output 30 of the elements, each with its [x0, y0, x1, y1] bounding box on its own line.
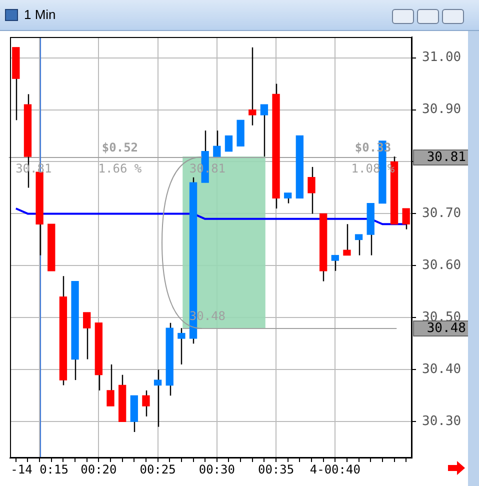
- candlestick: [142, 390, 150, 418]
- candlestick: [154, 369, 162, 428]
- candlestick: [284, 192, 292, 204]
- candlestick: [331, 254, 339, 272]
- chart-title: 1 Min: [24, 7, 56, 22]
- x-tick-label: 00:30: [198, 462, 235, 476]
- x-tick-label: 4-00:40: [310, 462, 360, 476]
- candlestick: [224, 135, 233, 152]
- x-tick-label: 00:25: [140, 462, 176, 476]
- ref-line-label: 30.81: [426, 150, 466, 165]
- candlestick: [248, 46, 256, 126]
- candlestick: [308, 166, 316, 214]
- y-tick-label: 30.70: [422, 206, 462, 222]
- candlestick: [343, 224, 351, 256]
- annotation: 1.66 %: [98, 162, 142, 176]
- candlestick: [354, 234, 363, 256]
- candlestick: [178, 327, 186, 366]
- candlestick: [213, 130, 221, 158]
- y-tick-label: 30.30: [422, 414, 462, 429]
- candlestick: [260, 104, 268, 158]
- y-tick-label: 30.90: [422, 102, 462, 118]
- x-tick-label: -14 0:15: [10, 462, 68, 476]
- candlestick: [106, 364, 114, 407]
- y-tick-label: 31.00: [422, 50, 462, 66]
- x-tick-label: 00:35: [258, 462, 294, 476]
- y-tick-label: 30.40: [422, 362, 462, 378]
- y-tick-label: 30.60: [422, 258, 462, 274]
- candlestick: [83, 312, 91, 360]
- annotation: $0.52: [102, 140, 138, 155]
- x-tick-label: 00:20: [80, 462, 117, 476]
